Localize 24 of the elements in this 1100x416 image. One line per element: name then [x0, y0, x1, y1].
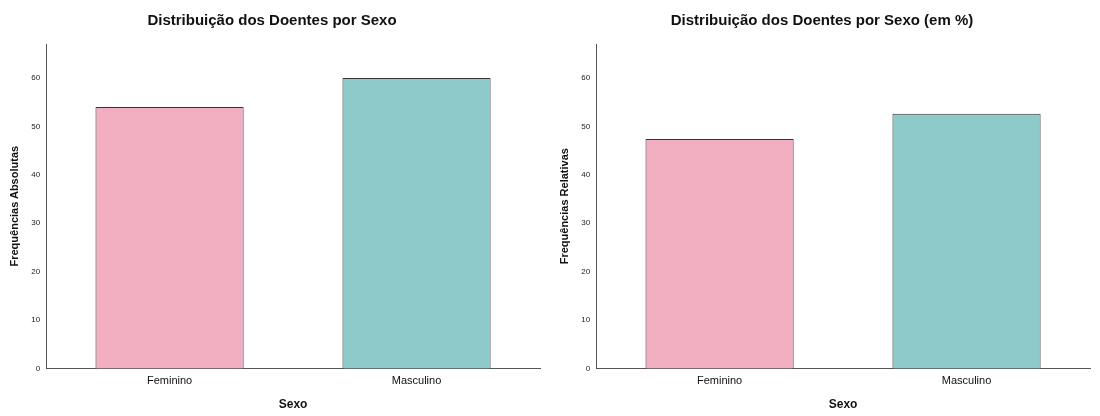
x-tick-label: Feminino: [146, 374, 193, 387]
x-axis-title: Sexo: [828, 397, 858, 412]
y-tick-label: 0: [35, 363, 41, 373]
y-tick-label: 40: [581, 169, 591, 179]
y-axis-title: Frequências Absolutas: [7, 145, 20, 267]
y-tick-label: 60: [581, 73, 591, 83]
y-tick-label: 0: [585, 363, 591, 373]
y-axis-title: Frequências Relativas: [557, 148, 570, 265]
y-tick-label: 30: [31, 218, 41, 228]
y-tick-label: 10: [581, 315, 591, 325]
y-tick-label: 20: [31, 266, 41, 276]
y-tick-label: 50: [31, 121, 41, 131]
x-tick-label: Masculino: [941, 374, 992, 387]
y-tick-label: 20: [581, 266, 591, 276]
y-tick-label: 50: [581, 121, 591, 131]
x-tick-label: Masculino: [391, 374, 442, 387]
x-axis-title: Sexo: [278, 397, 308, 412]
y-tick-label: 40: [31, 169, 41, 179]
chart-title: Distribuição dos Doentes por Sexo: [147, 11, 397, 29]
y-tick-label: 60: [31, 73, 41, 83]
y-tick-label: 30: [581, 218, 591, 228]
x-tick-label: Feminino: [696, 374, 743, 387]
chart-title: Distribuição dos Doentes por Sexo (em %): [670, 11, 974, 29]
y-tick-label: 10: [31, 315, 41, 325]
